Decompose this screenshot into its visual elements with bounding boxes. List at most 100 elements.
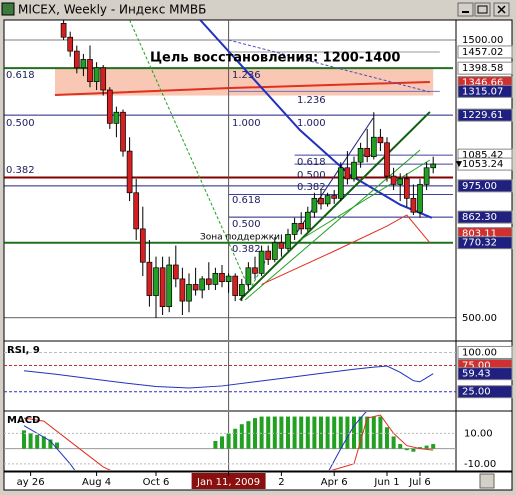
- last-price-marker: [456, 161, 462, 168]
- price-label-box: [457, 210, 513, 224]
- macd-bar: [246, 421, 251, 449]
- macd-bar: [253, 418, 257, 449]
- candle-body: [120, 111, 126, 152]
- candle-body: [113, 111, 120, 124]
- main-panel: Цель восстановления: 1200-1400 Зона подде…: [4, 20, 456, 340]
- candle-body: [166, 264, 173, 308]
- candle-body: [364, 147, 371, 158]
- macd-bar: [28, 433, 33, 449]
- panel-title: MACD: [7, 415, 40, 426]
- maximize-button[interactable]: [474, 2, 491, 17]
- candle-body: [291, 222, 298, 235]
- candle-body: [80, 59, 87, 69]
- candle-body: [232, 275, 239, 296]
- y-tick-label: 1500.00: [462, 35, 503, 46]
- price-label-box: [457, 345, 513, 359]
- annotation: Цель восстановления: 1200-1400: [150, 51, 400, 66]
- annotation: 0.618: [297, 157, 326, 168]
- candle-body: [106, 89, 113, 124]
- candle-body: [133, 192, 140, 230]
- macd-bar: [226, 433, 231, 449]
- annotation: 1.236: [232, 70, 261, 81]
- macd-bar: [299, 416, 304, 449]
- overlay-line: [239, 111, 431, 301]
- macd-bar: [385, 427, 389, 449]
- x-tick-label: Apr 6: [321, 477, 348, 488]
- candle-body: [219, 272, 225, 283]
- candle-body: [271, 242, 278, 260]
- price-label-box: [457, 385, 513, 399]
- macd-bar: [378, 416, 383, 449]
- macd-bar: [431, 444, 436, 449]
- candle-body: [337, 167, 344, 199]
- close-glyph: [497, 5, 506, 14]
- macd-bar: [286, 416, 290, 449]
- candle-body: [139, 228, 146, 263]
- annotation: 1.000: [297, 118, 326, 129]
- candle-body: [252, 267, 258, 274]
- macd-bar: [411, 448, 416, 452]
- candle-body: [245, 267, 252, 285]
- x-tick-label: Jul 6: [408, 477, 431, 488]
- macd-bar: [279, 416, 284, 449]
- candle-body: [384, 142, 390, 177]
- price-label: 59.43: [462, 369, 491, 380]
- overlay-line: [54, 80, 430, 96]
- overlay-line: [299, 159, 431, 241]
- price-label: 1315.07: [462, 86, 503, 97]
- price-label-box: [457, 61, 513, 75]
- macd-bar: [220, 436, 224, 449]
- window-buttons[interactable]: [457, 2, 510, 17]
- candle-body: [199, 278, 206, 291]
- annotation: Зона поддержки: [200, 233, 280, 243]
- price-label: 1457.02: [462, 47, 503, 58]
- candle-body: [73, 50, 80, 69]
- price-label: 770.32: [462, 238, 497, 249]
- candle-body: [390, 175, 397, 185]
- window-title: MICEX, Weekly - Индекс ММВБ: [18, 3, 206, 17]
- candle-body: [311, 197, 318, 213]
- candle-body: [192, 284, 199, 291]
- annotation: 0.382: [232, 244, 261, 255]
- window-icon: [1, 2, 15, 16]
- candle-body: [423, 167, 430, 185]
- macd-bar: [35, 434, 40, 449]
- candle-body: [60, 22, 67, 38]
- scroll-button[interactable]: [479, 473, 495, 489]
- annotation: 0.382: [6, 165, 35, 176]
- macd-bar: [365, 416, 370, 449]
- candle-body: [212, 272, 219, 285]
- price-label: 862.30: [462, 212, 497, 223]
- macd-bar: [325, 416, 330, 449]
- candle-body: [153, 267, 159, 296]
- candle-body: [285, 234, 291, 249]
- price-label: 1346.66: [462, 78, 503, 89]
- x-tick-label: Jun 1: [373, 477, 399, 488]
- macd-bar: [239, 424, 244, 449]
- annotation: 1.236: [297, 95, 326, 106]
- candle-body: [126, 150, 133, 194]
- y-tick-label: 10.00: [464, 428, 493, 439]
- macd-bar: [48, 439, 53, 449]
- cursor-label-box: [191, 473, 266, 489]
- candle-body: [225, 275, 232, 283]
- macd-panel: [4, 412, 456, 470]
- candle-body: [344, 167, 351, 180]
- candle-body: [304, 211, 311, 230]
- candle-body: [410, 197, 417, 213]
- rsi-panel: [4, 342, 456, 410]
- macd-bar: [266, 416, 271, 449]
- candle-body: [67, 36, 74, 52]
- maximize-glyph: [477, 5, 488, 14]
- macd-bar: [272, 416, 277, 449]
- x-tick-label: Aug 4: [82, 477, 111, 488]
- macd-bar: [338, 416, 343, 449]
- price-label-box: [457, 236, 513, 250]
- annotation: 0.382: [297, 182, 326, 193]
- macd-bar: [371, 416, 376, 449]
- minimize-button[interactable]: [457, 2, 474, 17]
- annotation: 0.618: [232, 195, 261, 206]
- price-label: 803.11: [462, 229, 497, 240]
